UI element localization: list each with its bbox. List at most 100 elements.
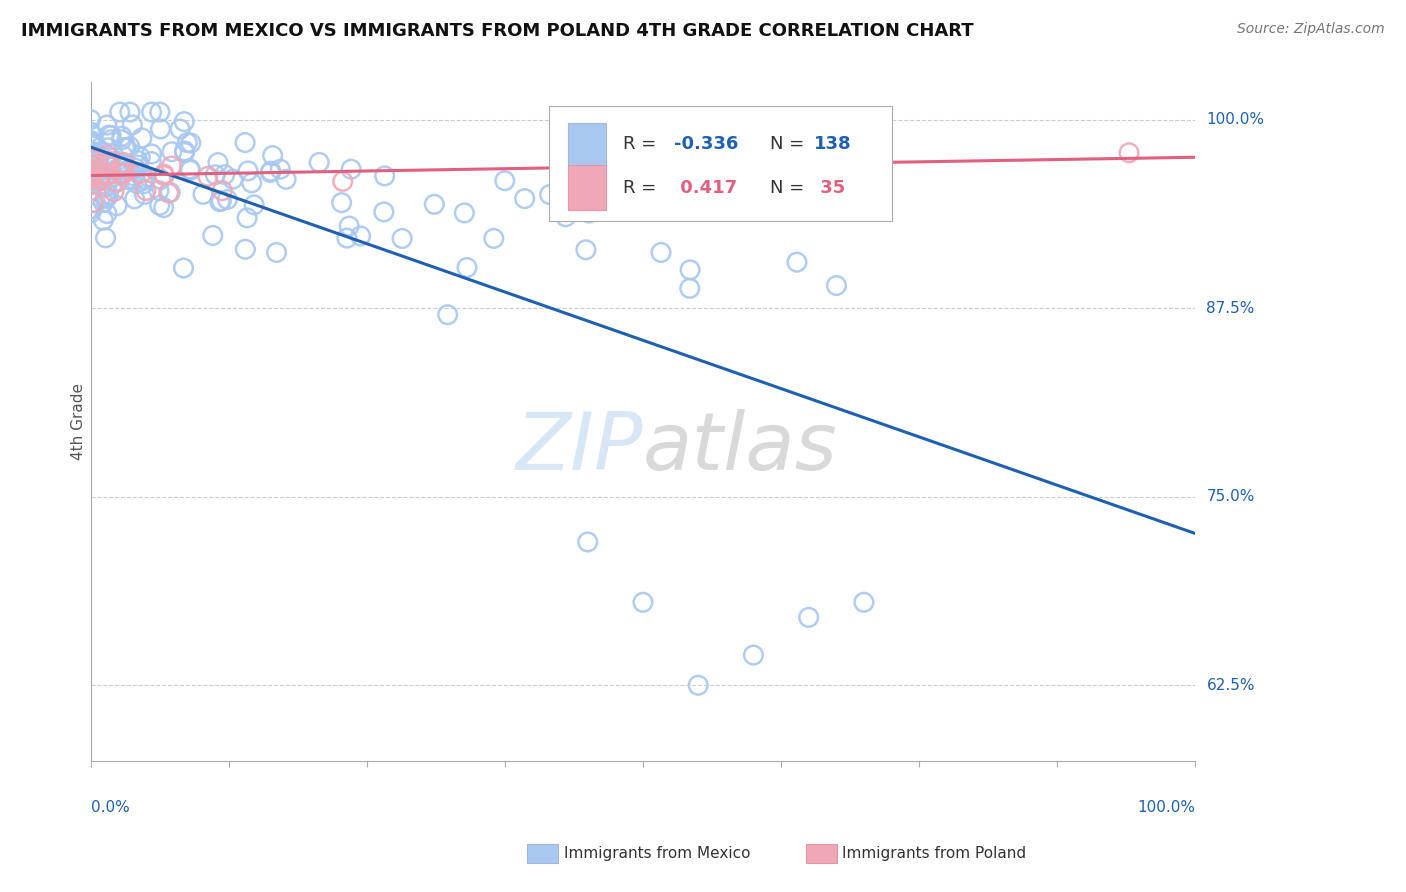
Point	[80, 162, 103, 177]
Point	[105, 199, 128, 213]
Point	[121, 118, 143, 132]
Point	[79, 125, 101, 139]
Point	[197, 169, 219, 184]
Point	[82, 164, 104, 178]
Text: Source: ZipAtlas.com: Source: ZipAtlas.com	[1237, 22, 1385, 37]
Point	[114, 141, 136, 155]
Point	[374, 169, 396, 183]
Point	[118, 105, 141, 120]
Point	[207, 155, 229, 169]
Point	[330, 195, 353, 210]
Point	[80, 145, 103, 160]
Point	[79, 136, 101, 151]
Point	[83, 147, 105, 161]
Point	[80, 166, 103, 180]
Point	[100, 171, 122, 186]
Point	[127, 153, 149, 168]
Point	[679, 281, 702, 295]
Point	[100, 128, 122, 143]
Point	[180, 136, 202, 150]
Point	[105, 154, 128, 169]
Point	[80, 168, 103, 182]
Text: -0.336: -0.336	[673, 136, 738, 153]
Point	[332, 174, 354, 188]
Point	[94, 191, 117, 205]
Point	[124, 161, 146, 176]
Point	[274, 172, 297, 186]
Point	[153, 167, 176, 181]
Text: IMMIGRANTS FROM MEXICO VS IMMIGRANTS FROM POLAND 4TH GRADE CORRELATION CHART: IMMIGRANTS FROM MEXICO VS IMMIGRANTS FRO…	[21, 22, 974, 40]
Point	[337, 219, 360, 233]
Point	[117, 172, 139, 186]
Text: R =: R =	[623, 136, 662, 153]
Point	[90, 163, 112, 178]
Point	[80, 155, 103, 169]
Point	[120, 171, 142, 186]
Point	[308, 155, 330, 169]
Point	[554, 210, 576, 224]
Point	[134, 171, 156, 186]
Point	[236, 211, 259, 225]
Point	[141, 105, 163, 120]
Point	[149, 105, 172, 120]
Text: 62.5%: 62.5%	[1206, 678, 1256, 693]
Point	[82, 158, 104, 172]
Point	[100, 133, 122, 147]
Point	[96, 191, 118, 205]
Text: N =: N =	[770, 178, 810, 197]
Point	[125, 177, 148, 191]
Point	[89, 174, 111, 188]
Point	[562, 197, 585, 211]
Point	[456, 260, 478, 275]
Point	[349, 229, 371, 244]
Point	[260, 164, 283, 178]
Point	[173, 114, 195, 128]
Point	[93, 195, 115, 210]
Point	[243, 198, 266, 212]
Point	[201, 228, 224, 243]
Point	[131, 131, 153, 145]
Bar	[568, 165, 606, 210]
Point	[82, 128, 104, 143]
Point	[129, 166, 152, 180]
Point	[94, 231, 117, 245]
Point	[631, 595, 654, 609]
Point	[110, 161, 132, 175]
Point	[373, 205, 395, 219]
Point	[266, 245, 288, 260]
Point	[236, 164, 259, 178]
Point	[87, 169, 110, 184]
Point	[211, 184, 233, 198]
FancyBboxPatch shape	[548, 105, 891, 221]
Point	[112, 167, 135, 181]
Point	[688, 678, 710, 692]
Point	[84, 163, 107, 178]
Text: 0.417: 0.417	[673, 178, 737, 197]
Point	[160, 145, 183, 159]
Point	[797, 610, 820, 624]
Point	[173, 260, 195, 275]
Point	[80, 150, 103, 164]
Point	[111, 129, 134, 144]
Point	[391, 231, 413, 245]
Point	[91, 178, 114, 192]
Point	[129, 150, 152, 164]
Point	[233, 242, 256, 256]
Point	[110, 167, 132, 181]
Point	[153, 169, 176, 183]
Point	[132, 177, 155, 191]
Point	[122, 169, 145, 183]
Point	[513, 192, 536, 206]
Bar	[568, 122, 606, 167]
Point	[179, 163, 201, 178]
Point	[214, 168, 236, 182]
Point	[742, 648, 765, 662]
Point	[83, 159, 105, 173]
Point	[453, 206, 475, 220]
Point	[83, 145, 105, 159]
Point	[852, 595, 875, 609]
Point	[79, 169, 101, 184]
Point	[159, 186, 181, 200]
Point	[650, 245, 672, 260]
Point	[98, 154, 121, 169]
